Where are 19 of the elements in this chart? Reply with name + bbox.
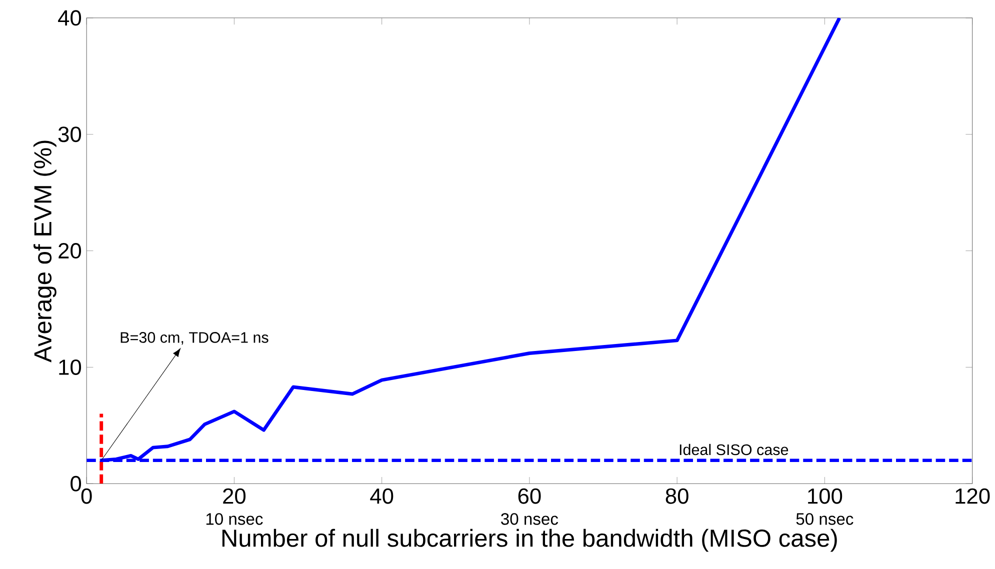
y-tick-label: 10 (59, 359, 82, 375)
y-tick-label: 20 (58, 242, 82, 258)
x-tick-label: 100 (808, 488, 842, 504)
x-axis-title: Number of null subcarriers in the bandwidth (MISO case) (222, 528, 837, 552)
x-tick-label: 20 (223, 488, 246, 504)
y-tick-label: 0 (70, 476, 82, 492)
x2-tick-label: 30 nsec (501, 513, 558, 525)
x-tick-label: 80 (666, 488, 688, 504)
y-axis-title: Average of EVM (%) (34, 140, 56, 362)
x-tick-label: 40 (370, 488, 394, 504)
annotation: B=30 cm, TDOA=1 ns (120, 332, 268, 345)
y-tick-label: 40 (58, 10, 82, 26)
x2-tick-label: 50 nsec (796, 513, 854, 525)
ref-line-label: Ideal SISO case (680, 444, 788, 455)
y-tick-label: 30 (58, 126, 82, 142)
x-tick-label: 120 (956, 488, 990, 504)
x2-tick-label: 10 nsec (206, 513, 263, 525)
x-tick-label: 0 (81, 488, 92, 504)
x-tick-label: 60 (518, 488, 541, 504)
